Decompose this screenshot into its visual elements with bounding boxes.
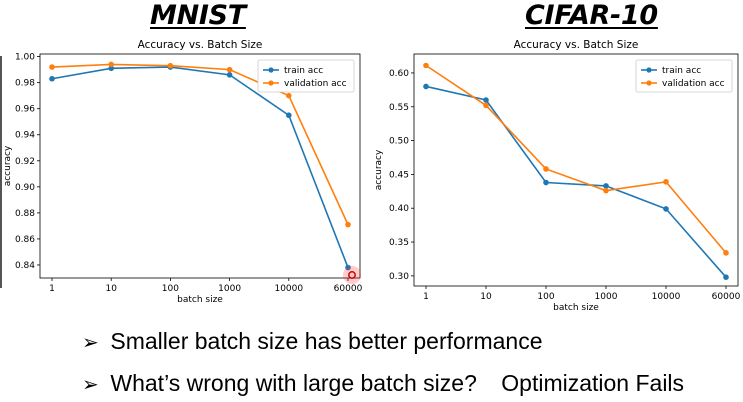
legend-marker (646, 80, 652, 86)
data-point-train-acc (226, 72, 233, 78)
data-point-train-acc (483, 97, 489, 103)
data-point-train-acc (723, 274, 729, 281)
x-tick-label: 1000 (595, 292, 618, 302)
data-point-validation-acc (543, 166, 549, 172)
axes-frame (413, 53, 739, 287)
chart-title: Accuracy vs. Batch Size (514, 40, 639, 51)
chart-title: Accuracy vs. Batch Size (138, 40, 263, 51)
data-point-train-acc (663, 206, 669, 212)
y-tick-label: 1.00 (15, 53, 35, 63)
y-tick-label: 0.98 (15, 79, 35, 89)
legend-label: train acc (284, 66, 323, 76)
data-point-validation-acc (723, 250, 729, 256)
y-tick-label: 0.40 (389, 204, 409, 214)
data-point-validation-acc (108, 61, 114, 68)
data-point-validation-acc (286, 92, 292, 99)
bullet-text-1: Smaller batch size has better performanc… (110, 328, 543, 354)
bullet-item-1: ➢ Smaller batch size has better performa… (82, 328, 542, 355)
bullet-text-2: What’s wrong with large batch size? (110, 370, 477, 396)
data-point-validation-acc (345, 221, 351, 228)
data-point-train-acc (423, 83, 429, 90)
cifar10-heading: CIFAR-10 (525, 0, 658, 31)
legend-label: train acc (662, 66, 701, 76)
bullet-text-2-extra: Optimization Fails (501, 370, 685, 396)
data-point-validation-acc (49, 64, 55, 70)
mnist-accuracy-chart: Accuracy vs. Batch Size 0.84 0.86 0.88 0.90 0… (3, 40, 363, 305)
arrow-bullet-icon: ➢ (82, 330, 99, 354)
y-tick-label: 0.90 (15, 183, 35, 193)
pointer-glow-icon (343, 266, 361, 284)
arrow-bullet-icon: ➢ (82, 372, 99, 396)
data-point-validation-acc (423, 62, 429, 69)
x-tick-label: 10 (105, 284, 117, 294)
y-tick-label: 0.84 (15, 261, 35, 271)
y-tick-label: 0.30 (389, 272, 409, 282)
data-point-validation-acc (483, 102, 489, 109)
pointer-ring-icon (348, 271, 356, 279)
y-tick-label: 0.45 (389, 170, 409, 180)
x-axis-label: batch size (553, 303, 599, 313)
x-tick-label: 100 (537, 292, 554, 302)
x-tick-label: 1 (49, 284, 55, 294)
x-tick-label: 10000 (652, 292, 681, 302)
series-line-validation-acc (425, 64, 727, 254)
y-tick-label: 0.35 (389, 238, 409, 248)
x-tick-label: 10000 (274, 284, 303, 294)
series-line-train-acc (425, 85, 727, 278)
data-point-train-acc (345, 264, 351, 271)
slide-edge-divider (0, 56, 2, 288)
legend-label: validation acc (284, 79, 347, 89)
axes-frame (39, 53, 361, 279)
x-axis-label: batch size (177, 295, 223, 305)
x-tick-label: 1000 (218, 284, 241, 294)
series-line-validation-acc (51, 63, 349, 225)
legend-marker (646, 67, 652, 73)
data-point-validation-acc (663, 179, 669, 185)
data-point-validation-acc (226, 66, 233, 73)
data-point-train-acc (543, 179, 549, 186)
y-tick-label: 0.55 (389, 103, 409, 113)
y-tick-label: 0.86 (15, 235, 35, 245)
cifar10-accuracy-chart: Accuracy vs. Batch Size 0.30 0.35 0.40 0.45 0… (374, 40, 741, 313)
series-line-train-acc (51, 66, 349, 268)
legend-marker (268, 80, 274, 86)
data-point-validation-acc (167, 62, 174, 69)
data-point-validation-acc (603, 187, 609, 194)
y-tick-label: 0.50 (389, 137, 409, 147)
data-point-train-acc (108, 65, 114, 72)
mnist-heading: MNIST (150, 0, 246, 31)
data-point-train-acc (286, 112, 292, 119)
y-axis-label: accuracy (374, 149, 384, 190)
y-axis-label: accuracy (3, 145, 13, 186)
bullet-item-2: ➢ What’s wrong with large batch size? Op… (82, 370, 684, 397)
legend-box (635, 59, 733, 93)
y-tick-label: 0.96 (15, 105, 35, 115)
y-tick-label: 0.94 (15, 131, 35, 141)
legend-box (257, 59, 355, 93)
data-point-train-acc (49, 75, 55, 82)
x-tick-label: 60000 (712, 292, 741, 302)
x-tick-label: 100 (162, 284, 179, 294)
y-tick-label: 0.88 (15, 209, 35, 219)
data-point-train-acc (603, 183, 609, 189)
x-tick-label: 60000 (334, 284, 363, 294)
y-tick-label: 0.60 (389, 69, 409, 79)
legend-marker (268, 67, 274, 73)
x-tick-label: 10 (480, 292, 492, 302)
x-tick-label: 1 (423, 292, 429, 302)
y-tick-label: 0.92 (15, 157, 35, 167)
legend-label: validation acc (662, 79, 725, 89)
